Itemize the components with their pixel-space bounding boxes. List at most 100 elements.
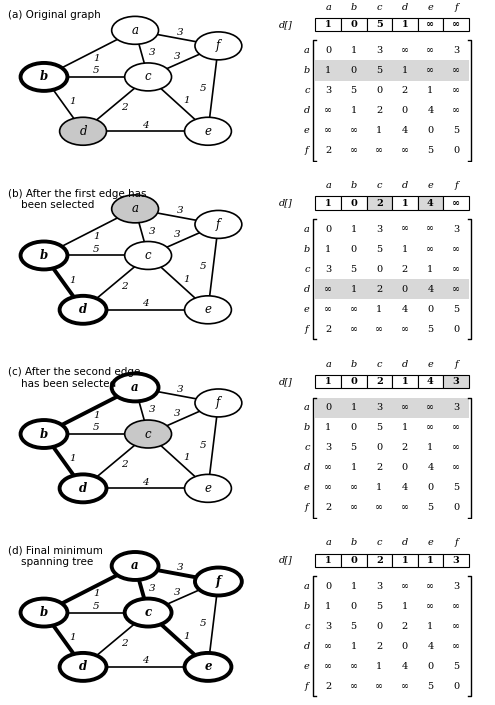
Text: 2: 2 [121,460,127,470]
Text: 1: 1 [184,453,190,462]
Text: 1: 1 [325,199,332,207]
Text: 2: 2 [121,639,127,648]
Text: ∞: ∞ [452,245,460,254]
Text: b: b [350,539,357,547]
Text: d[]: d[] [279,377,293,386]
Text: ∞: ∞ [401,224,409,233]
Text: b: b [350,181,357,190]
FancyBboxPatch shape [392,375,418,388]
FancyBboxPatch shape [418,18,443,31]
Text: 1: 1 [325,245,331,254]
Text: f: f [216,39,221,52]
Text: 5: 5 [199,84,206,92]
FancyBboxPatch shape [315,18,341,31]
Text: d: d [402,181,408,190]
Text: ∞: ∞ [401,325,409,333]
Text: 3: 3 [174,409,180,418]
Text: 5: 5 [376,20,383,29]
Text: 1: 1 [350,642,357,651]
FancyBboxPatch shape [418,375,443,388]
Text: ∞: ∞ [324,305,332,314]
Text: 3: 3 [376,403,383,412]
Text: c: c [377,181,382,190]
Text: (d) Final minimum
    spanning tree: (d) Final minimum spanning tree [7,546,102,568]
Text: 3: 3 [148,405,155,415]
Text: d: d [304,106,310,115]
Text: 5: 5 [350,86,357,95]
Text: ∞: ∞ [324,126,332,135]
Text: 1: 1 [350,582,357,591]
Text: b: b [304,601,310,611]
Circle shape [112,552,158,580]
Text: 2: 2 [376,377,383,386]
Text: 5: 5 [453,483,459,492]
Circle shape [125,242,172,269]
Text: 2: 2 [325,146,331,155]
FancyBboxPatch shape [443,553,469,567]
Text: ∞: ∞ [349,325,358,333]
Circle shape [185,117,231,145]
Text: 1: 1 [70,633,76,642]
Text: 5: 5 [350,264,357,274]
Text: 4: 4 [427,642,434,651]
Text: 0: 0 [350,556,357,565]
Text: 0: 0 [453,682,459,691]
FancyBboxPatch shape [418,553,443,567]
Text: ∞: ∞ [452,642,460,651]
Text: 2: 2 [376,106,383,115]
Text: a: a [325,360,331,369]
Text: 1: 1 [93,233,99,241]
Text: 3: 3 [325,443,331,452]
Text: 0: 0 [376,264,382,274]
Text: 5: 5 [93,423,99,432]
Text: 4: 4 [142,299,149,308]
Text: 1: 1 [376,126,383,135]
Text: 3: 3 [177,207,183,215]
Text: ∞: ∞ [349,305,358,314]
Text: e: e [204,661,212,673]
Circle shape [185,296,231,324]
Text: f: f [454,539,458,547]
Text: 1: 1 [184,632,190,641]
Text: 5: 5 [453,305,459,314]
Text: ∞: ∞ [452,285,460,294]
Text: 5: 5 [350,622,357,631]
Text: 4: 4 [427,377,434,386]
Text: 0: 0 [325,403,331,412]
Text: 0: 0 [427,662,434,671]
Text: 4: 4 [427,199,434,207]
Text: c: c [145,249,151,262]
Text: 3: 3 [452,377,459,386]
Text: ∞: ∞ [401,46,409,55]
Text: 1: 1 [70,276,76,285]
Text: 5: 5 [93,66,99,75]
Text: a: a [325,539,331,547]
Text: 0: 0 [350,245,357,254]
Text: c: c [377,360,382,369]
Text: 1: 1 [427,264,434,274]
Text: 0: 0 [350,66,357,75]
Text: e: e [304,126,310,135]
Text: 4: 4 [142,121,149,130]
Text: b: b [40,606,48,619]
Circle shape [125,420,172,448]
Text: ∞: ∞ [426,423,435,432]
Text: 1: 1 [93,589,99,599]
Text: 5: 5 [199,619,206,628]
Text: b: b [40,249,48,262]
Text: d: d [79,661,87,673]
Text: 1: 1 [325,556,332,565]
Text: 0: 0 [350,601,357,611]
Text: 3: 3 [177,27,183,37]
Text: 5: 5 [199,262,206,271]
Text: c: c [304,264,310,274]
Text: 1: 1 [427,622,434,631]
Text: e: e [428,3,433,12]
Text: e: e [204,303,211,317]
Text: 0: 0 [376,443,382,452]
Text: 5: 5 [427,503,434,513]
Text: a: a [325,181,331,190]
Text: 4: 4 [402,483,408,492]
Text: 3: 3 [148,226,155,235]
Text: a: a [304,224,310,233]
